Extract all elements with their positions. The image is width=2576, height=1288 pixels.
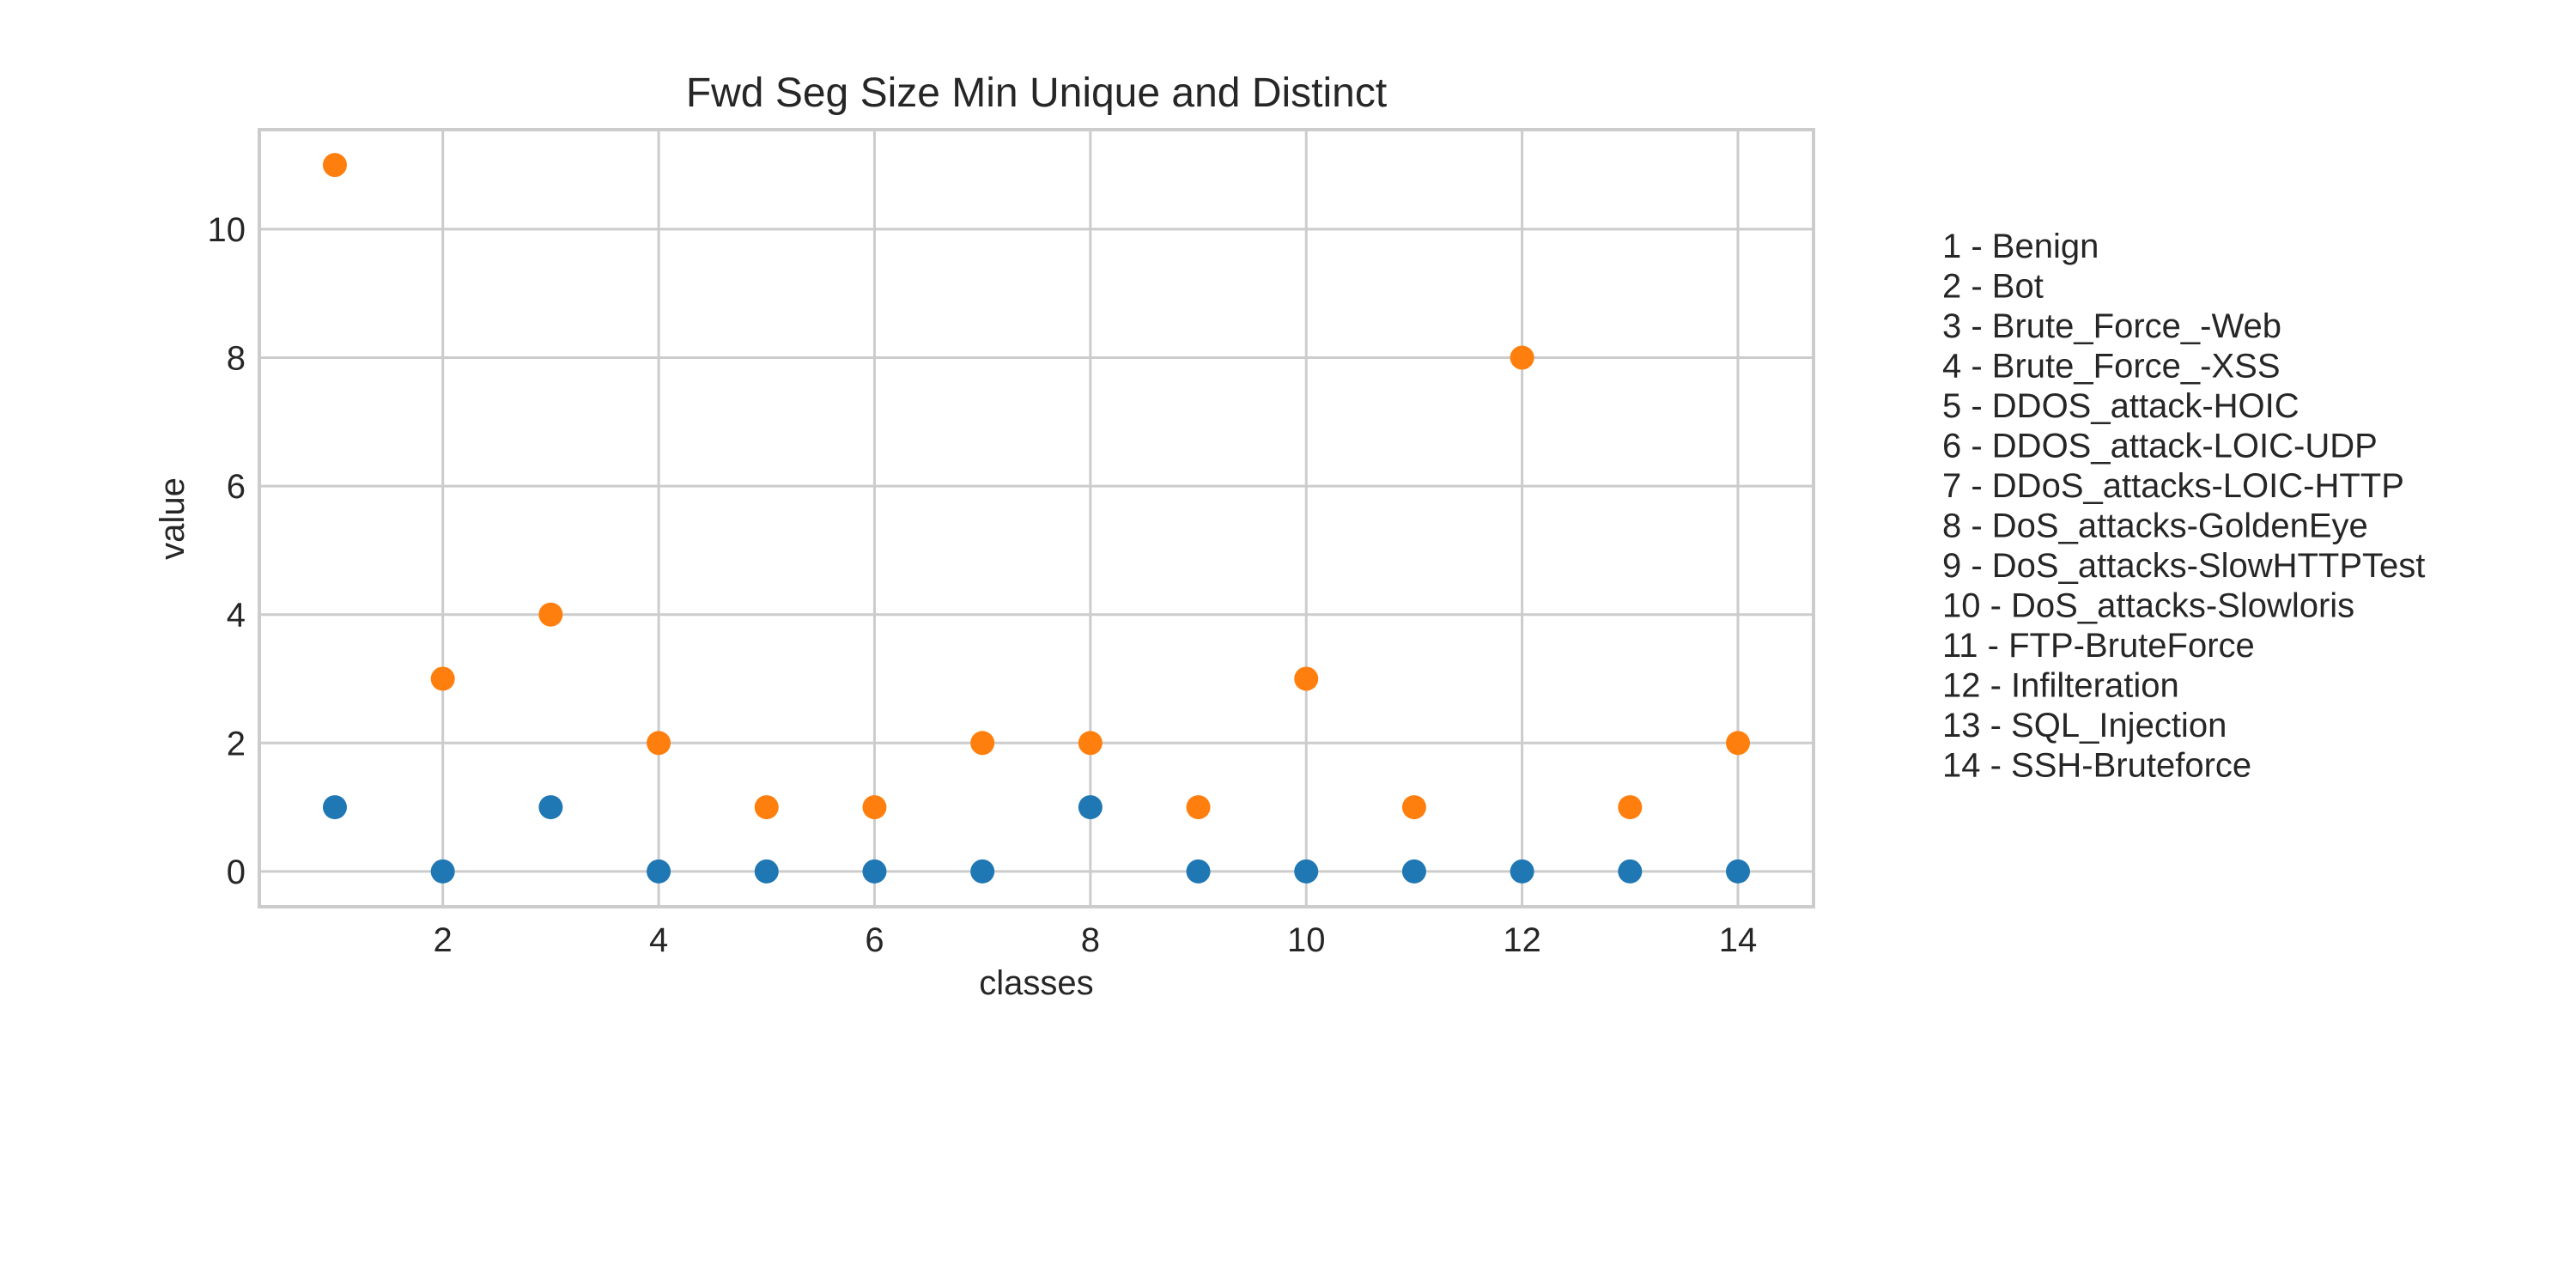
- y-tick-label: 10: [208, 211, 246, 249]
- class-legend-entry: 10 - DoS_attacks-Slowloris: [1942, 587, 2354, 625]
- data-point-series-2: [862, 795, 887, 820]
- class-legend-entry: 6 - DDOS_attack-LOIC-UDP: [1942, 428, 2378, 465]
- x-tick-label: 6: [865, 921, 884, 959]
- class-legend-entry: 12 - Infilteration: [1942, 667, 2179, 705]
- data-point-series-1: [538, 795, 563, 820]
- x-tick-label: 14: [1719, 921, 1758, 959]
- chart-title: Fwd Seg Size Min Unique and Distinct: [686, 70, 1387, 116]
- class-legend-entry: 11 - FTP-BruteForce: [1942, 627, 2255, 665]
- data-points: [322, 153, 1751, 884]
- class-legend-entry: 13 - SQL_Injection: [1942, 707, 2227, 744]
- data-point-series-2: [1726, 731, 1751, 756]
- y-axis-label: value: [154, 477, 191, 560]
- data-point-series-1: [1401, 859, 1426, 884]
- class-legend-entry: 4 - Brute_Force_-XSS: [1942, 348, 2281, 386]
- class-legend-entry: 3 - Brute_Force_-Web: [1942, 307, 2281, 345]
- data-point-series-1: [322, 795, 347, 820]
- x-tick-label: 10: [1287, 921, 1326, 959]
- x-tick-label: 2: [434, 921, 453, 959]
- data-point-series-1: [647, 859, 671, 884]
- y-tick-label: 8: [227, 340, 246, 378]
- data-point-series-1: [1618, 859, 1643, 884]
- x-tick-label: 12: [1503, 921, 1541, 959]
- class-legend-entry: 9 - DoS_attacks-SlowHTTPTest: [1942, 547, 2425, 585]
- data-point-series-2: [430, 666, 455, 691]
- data-point-series-1: [1078, 795, 1103, 820]
- class-legend-entry: 2 - Bot: [1942, 268, 2044, 306]
- x-tick-label: 8: [1081, 921, 1100, 959]
- data-point-series-1: [970, 859, 995, 884]
- data-point-series-1: [1294, 859, 1319, 884]
- data-point-series-2: [1294, 666, 1319, 691]
- grid: [259, 130, 1814, 907]
- class-legend-entry: 1 - Benign: [1942, 228, 2099, 265]
- class-legend-entry: 5 - DDOS_attack-HOIC: [1942, 387, 2300, 425]
- data-point-series-2: [538, 602, 563, 627]
- data-point-series-2: [1510, 345, 1534, 370]
- x-tick-label: 4: [649, 921, 668, 959]
- plot-area-frame: [258, 128, 1815, 908]
- data-point-series-2: [322, 153, 347, 178]
- data-point-series-2: [1186, 795, 1211, 820]
- data-point-series-2: [1618, 795, 1643, 820]
- y-tick-label: 2: [227, 725, 246, 762]
- data-point-series-1: [430, 859, 455, 884]
- data-point-series-1: [862, 859, 887, 884]
- axis-ticks: 2 4 6 8 10 12 14 0 2 4 6 8 10: [208, 211, 1758, 959]
- data-point-series-2: [970, 731, 995, 756]
- x-axis-label: classes: [979, 964, 1093, 1002]
- data-point-series-2: [1078, 731, 1103, 756]
- data-point-series-1: [1510, 859, 1534, 884]
- data-point-series-1: [1726, 859, 1751, 884]
- class-legend-entry: 14 - SSH-Bruteforce: [1942, 747, 2251, 785]
- data-point-series-2: [647, 731, 671, 756]
- data-point-series-1: [754, 859, 779, 884]
- data-point-series-1: [1186, 859, 1211, 884]
- class-legend-entry: 7 - DDoS_attacks-LOIC-HTTP: [1942, 467, 2404, 505]
- y-tick-label: 0: [227, 854, 246, 891]
- y-tick-label: 6: [227, 468, 246, 506]
- data-point-series-2: [1401, 795, 1426, 820]
- data-point-series-2: [754, 795, 779, 820]
- y-tick-label: 4: [227, 597, 246, 635]
- class-legend-entry: 8 - DoS_attacks-GoldenEye: [1942, 507, 2368, 545]
